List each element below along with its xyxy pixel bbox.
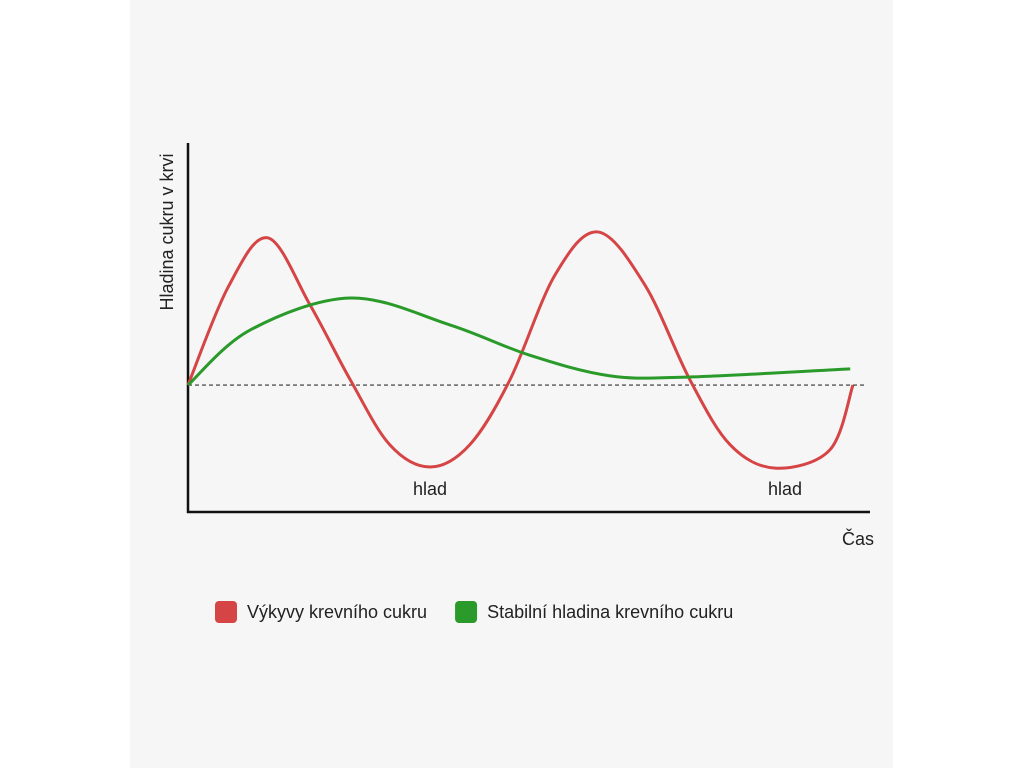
legend-label: Výkyvy krevního cukru: [247, 602, 427, 622]
annotation: hlad: [768, 479, 802, 499]
legend-swatch: [215, 601, 237, 623]
panel: [130, 0, 893, 768]
legend-swatch: [455, 601, 478, 623]
y-axis-label: Hladina cukru v krvi: [157, 153, 177, 310]
x-axis-label: Čas: [842, 528, 874, 549]
annotation: hlad: [413, 479, 447, 499]
legend-label: Stabilní hladina krevního cukru: [487, 602, 733, 622]
line: [186, 296, 851, 387]
line: [186, 230, 855, 470]
